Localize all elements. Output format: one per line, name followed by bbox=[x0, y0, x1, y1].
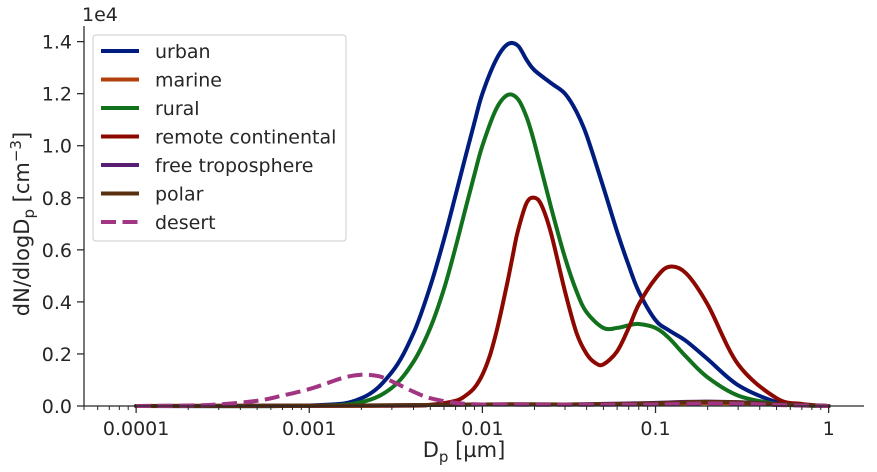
y-tick-label: 0.0 bbox=[42, 396, 72, 418]
series-line-urban bbox=[134, 40, 831, 409]
y-tick-label: 0.4 bbox=[42, 292, 72, 314]
x-label-main: D bbox=[423, 438, 439, 462]
x-axis-label: Dp [µm] bbox=[423, 438, 506, 466]
y-label-unit: [cm bbox=[10, 162, 34, 209]
y-label-sub: p bbox=[20, 209, 38, 219]
y-offset-label: 1e4 bbox=[82, 4, 118, 26]
legend-label-rural: rural bbox=[155, 98, 200, 120]
y-tick-label: 1.4 bbox=[42, 32, 72, 54]
legend-label-remote-continental: remote continental bbox=[155, 127, 336, 149]
legend-label-desert: desert bbox=[155, 212, 216, 234]
legend-label-free-troposphere: free troposphere bbox=[155, 155, 313, 177]
x-tick-label: 0.0001 bbox=[103, 418, 169, 440]
y-axis-label: dN/dlogDp [cm−3] bbox=[7, 132, 38, 316]
y-tick-label: 1.0 bbox=[42, 136, 72, 158]
y-tick-label: 0.8 bbox=[42, 188, 72, 210]
legend: urban marine rural remote continental free t… bbox=[92, 34, 347, 242]
y-label-main: dN/dlogD bbox=[10, 219, 34, 317]
y-tick-label: 1.2 bbox=[42, 84, 72, 106]
x-label-sub: p bbox=[439, 448, 449, 466]
legend-label-urban: urban bbox=[155, 41, 211, 63]
series-line-remote-continental bbox=[134, 195, 831, 408]
y-label-sup: −3 bbox=[7, 140, 25, 162]
axes: 0.0001 0.001 0.01 0.1 1 0.0 0.2 0.4 0.6 0.8 1.0 1.2… bbox=[7, 4, 864, 466]
legend-label-marine: marine bbox=[155, 70, 222, 92]
legend-box bbox=[92, 34, 347, 242]
y-label-end: ] bbox=[10, 132, 34, 140]
legend-label-polar: polar bbox=[155, 184, 204, 206]
y-tick-label: 0.2 bbox=[42, 344, 72, 366]
x-tick-label: 0.1 bbox=[640, 418, 670, 440]
x-tick-label: 1 bbox=[823, 418, 835, 440]
y-tick-label: 0.6 bbox=[42, 240, 72, 262]
x-tick-label: 0.001 bbox=[282, 418, 336, 440]
x-label-unit: [µm] bbox=[448, 438, 505, 462]
series-line-rural bbox=[134, 92, 831, 409]
series-line-desert bbox=[136, 372, 829, 408]
x-tick-label: 0.01 bbox=[461, 418, 503, 440]
